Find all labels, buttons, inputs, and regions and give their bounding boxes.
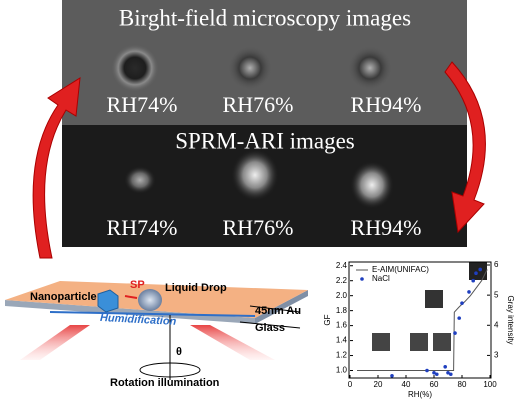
legend-swatch xyxy=(360,277,364,281)
sprm-spot xyxy=(231,149,279,201)
data-point xyxy=(460,301,464,305)
inset xyxy=(410,333,428,351)
rh-label: RH94% xyxy=(351,92,422,117)
x-tick-label: 20 xyxy=(374,380,383,389)
rh-label: RH94% xyxy=(351,215,422,240)
inset xyxy=(372,333,390,351)
data-point xyxy=(443,364,448,369)
sp-arrow xyxy=(124,295,138,299)
arrow xyxy=(444,61,486,234)
x-tick-label: 40 xyxy=(402,380,411,389)
legend-label: NaCl xyxy=(372,274,390,283)
data-point xyxy=(474,271,478,276)
rh-label: RH76% xyxy=(223,215,294,240)
x-tick-label: 80 xyxy=(458,380,467,389)
y-tick-label: 1.2 xyxy=(336,351,348,360)
y-tick-label: 2.2 xyxy=(336,276,348,285)
series-line xyxy=(357,269,488,372)
y-tick-label: 1.8 xyxy=(336,306,348,315)
sprm-spot xyxy=(350,161,394,209)
y2-axis-label: Gray intensity xyxy=(506,296,515,345)
y-axis-label: GF xyxy=(323,314,332,325)
rh-label: RH76% xyxy=(223,92,294,117)
beam xyxy=(20,325,90,360)
arrow xyxy=(32,77,81,259)
label: Glass xyxy=(255,322,285,334)
brightfield-spot xyxy=(228,46,272,90)
pointer xyxy=(239,321,301,329)
y2-tick-label: 6 xyxy=(494,260,499,269)
y2-tick-label: 3 xyxy=(494,351,499,360)
legend-label: E-AIM(UNIFAC) xyxy=(372,265,429,274)
inset xyxy=(469,262,487,280)
data-point xyxy=(446,370,450,375)
glass-edge xyxy=(255,290,308,324)
data-point xyxy=(467,290,471,294)
label: Liquid Drop xyxy=(165,282,227,294)
data-point xyxy=(432,370,436,375)
beam xyxy=(190,325,275,360)
data-point xyxy=(478,267,483,272)
label: Nanoparticle xyxy=(30,291,97,303)
brightfield-spot xyxy=(348,46,392,90)
plot-frame xyxy=(348,261,492,379)
pointer xyxy=(249,305,301,313)
data-point xyxy=(471,278,476,283)
panel-title: SPRM-ARI images xyxy=(175,128,355,153)
label: θ xyxy=(176,346,182,358)
sp-wave xyxy=(49,311,256,317)
brightfield-spot xyxy=(111,44,159,92)
data-point xyxy=(435,372,439,377)
rh-label: RH74% xyxy=(107,215,178,240)
label: SP xyxy=(130,279,145,291)
y2-tick-label: 5 xyxy=(494,290,499,299)
data-point xyxy=(425,368,429,373)
sprm-spot xyxy=(124,166,156,194)
panel-title: Birght-field microscopy images xyxy=(119,5,411,30)
y2-tick-label: 4 xyxy=(494,320,499,329)
label: Humidification xyxy=(100,312,177,328)
inset xyxy=(433,333,451,351)
y-tick-label: 2.0 xyxy=(336,291,348,300)
label: Rotation illumination xyxy=(110,377,220,389)
x-axis-label: RH(%) xyxy=(408,390,432,399)
liquid-drop xyxy=(138,289,162,311)
x-tick-label: 100 xyxy=(483,380,497,389)
inset xyxy=(425,290,443,308)
y-tick-label: 1.4 xyxy=(336,336,348,345)
data-point xyxy=(449,372,453,377)
y-tick-label: 2.4 xyxy=(336,261,348,270)
data-point xyxy=(390,373,394,378)
data-point xyxy=(453,331,457,335)
glass-edge xyxy=(5,300,255,324)
rh-label: RH74% xyxy=(107,92,178,117)
x-tick-label: 60 xyxy=(430,380,439,389)
rotation-circle xyxy=(139,362,201,378)
y-tick-label: 1.6 xyxy=(336,321,348,330)
label: 45nm Au xyxy=(255,305,301,317)
x-tick-label: 0 xyxy=(348,380,353,389)
y-tick-label: 1.0 xyxy=(336,366,348,375)
nanoparticle xyxy=(97,289,119,313)
data-point xyxy=(457,316,462,320)
